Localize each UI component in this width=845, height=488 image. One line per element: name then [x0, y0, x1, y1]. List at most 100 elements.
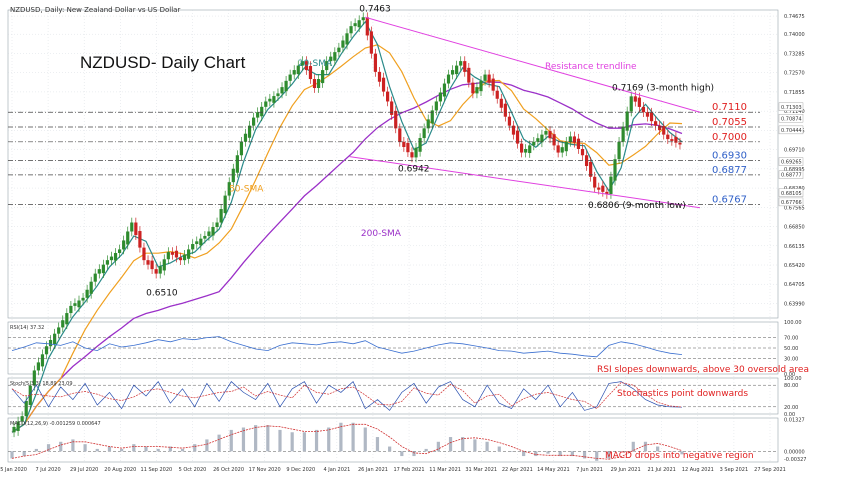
macd-bar [412, 451, 416, 457]
candle-body [199, 238, 203, 246]
x-tick-label: 17 Feb 2021 [393, 467, 424, 473]
candle-body [467, 67, 471, 83]
price-y-tick-label: 0.68995 [784, 167, 805, 173]
candle-body [333, 52, 337, 61]
x-tick-label: 27 Sep 2021 [754, 467, 786, 473]
price-y-tick-label: 0.72570 [784, 71, 805, 77]
macd-bar [327, 427, 331, 452]
candle-body [203, 235, 207, 239]
candle-body [130, 222, 134, 232]
right-axis-mark-box [778, 188, 804, 197]
right-axis-mark: 0.68777 [781, 173, 802, 179]
candle-body [406, 142, 410, 153]
rsi-pane-label: RSI(14) 37.32 [10, 325, 44, 331]
right-axis-mark-box [778, 197, 804, 207]
candle-body [450, 70, 455, 75]
level-label: 0.6930 [712, 151, 747, 162]
candle-body [499, 98, 503, 108]
candle-body [365, 17, 369, 36]
right-axis-mark: 0.71303 [781, 105, 802, 111]
candle-body [138, 231, 142, 248]
candle-body [629, 96, 633, 112]
candle-body [118, 249, 122, 253]
candle-body [532, 141, 536, 146]
candle-body [101, 264, 105, 274]
candle-body [654, 121, 658, 126]
candle-body [576, 138, 581, 149]
candle-body [666, 134, 670, 140]
macd-bar [595, 451, 599, 461]
candle-body [53, 333, 57, 345]
candle-body [524, 148, 528, 153]
candle-body [373, 53, 378, 72]
candle-body [459, 61, 463, 66]
macd-bar [546, 451, 550, 454]
candle-body [597, 187, 601, 190]
macd-bar [229, 429, 233, 452]
candle-body [105, 260, 110, 265]
macd-bar [34, 448, 38, 452]
rsi-y-tick-label: 30.00 [784, 356, 798, 362]
x-tick-label: 11 Mar 2021 [429, 467, 461, 473]
right-axis-mark: 0.67766 [781, 200, 802, 206]
candle-body [280, 87, 284, 94]
support-trendline [349, 156, 701, 209]
sma-200-line [11, 81, 683, 433]
candle-body [593, 176, 597, 188]
candle-body [434, 101, 438, 111]
candle-body [515, 130, 520, 144]
macd-y-tick-label: -0.00327 [784, 457, 806, 463]
candle-body [239, 141, 244, 156]
stoch-pane-label: Stoch(5,3,3) 18.89 23.09 [10, 381, 73, 387]
candle-body [247, 125, 252, 138]
candle-body [16, 421, 20, 431]
right-axis-mark-box [778, 157, 804, 166]
candle-body [402, 141, 406, 148]
stoch-y-tick-label: 100.00 [784, 376, 802, 382]
candle-body [32, 370, 36, 386]
candle-body [109, 256, 114, 261]
price-annotation: Resistance trendline [545, 62, 637, 72]
candle-body [580, 148, 585, 156]
candle-body [73, 303, 77, 306]
candle-body [670, 139, 674, 141]
candle-body [126, 231, 130, 245]
price-annotation: 0.6942 [398, 164, 430, 174]
candle-body [430, 110, 434, 124]
candle-body [243, 133, 248, 142]
macd-bar [448, 437, 453, 452]
candle-body [446, 74, 451, 84]
candle-body [69, 305, 73, 314]
candle-body [81, 297, 85, 301]
price-y-tick-label: 0.66850 [784, 225, 805, 231]
candle-body [178, 257, 183, 261]
candle-body [235, 155, 239, 173]
macd-bar [631, 441, 635, 452]
macd-bar [168, 446, 172, 452]
candle-body [658, 125, 662, 131]
candle-body [479, 80, 483, 92]
candle-body [556, 145, 560, 153]
candle-body [134, 222, 138, 236]
candle-body [57, 327, 61, 334]
x-tick-label: 26 Jan 2021 [358, 467, 388, 473]
candle-body [150, 260, 154, 270]
x-tick-label: 14 May 2021 [537, 467, 570, 473]
candle-body [483, 74, 487, 81]
price-annotation: 0.7463 [359, 4, 391, 14]
macd-bar [619, 451, 623, 452]
chart-title: NZDUSD- Daily Chart [80, 53, 246, 72]
macd-bar [120, 448, 124, 452]
right-axis-mark: 0.68105 [781, 191, 802, 197]
candle-body [260, 106, 264, 117]
candle-body [345, 33, 349, 45]
candle-body [674, 136, 678, 143]
price-y-tick-label: 0.65420 [784, 263, 805, 269]
stoch-note: Stochastics point downwards [617, 389, 748, 399]
macd-bar [132, 444, 136, 452]
candle-body [617, 141, 621, 160]
macd-y-tick-label: 0.00000 [784, 449, 805, 455]
macd-bar [205, 439, 209, 452]
candle-body [61, 320, 65, 328]
stoch-y-tick-label: 80.00 [784, 383, 798, 389]
